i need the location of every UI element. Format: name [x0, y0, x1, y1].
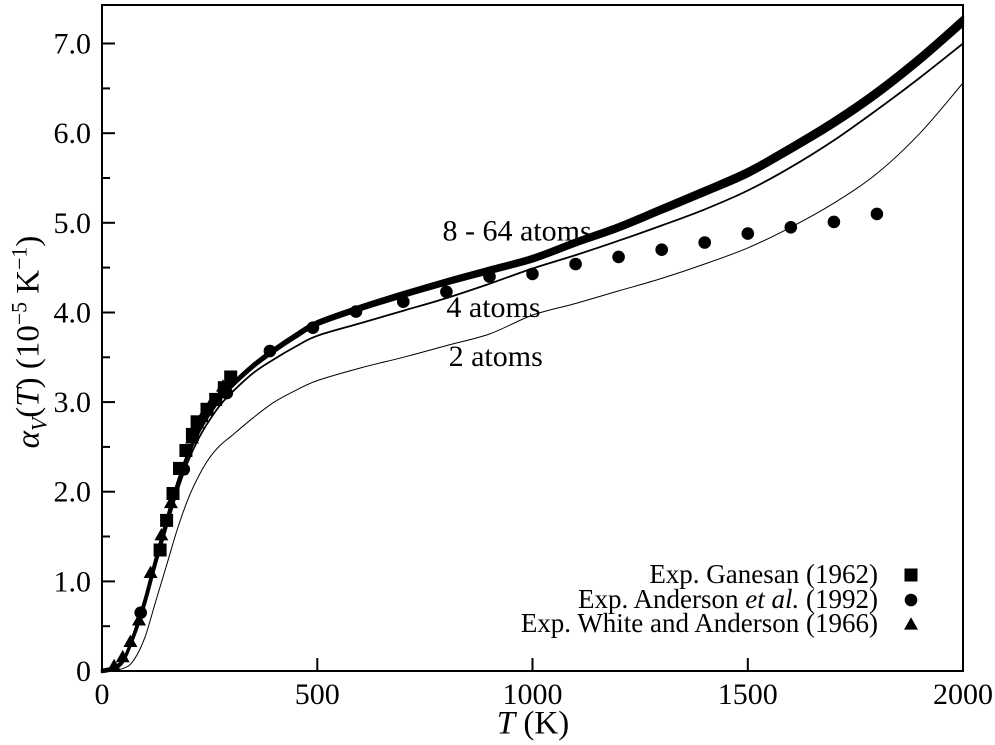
axis-title-segment: ): [10, 235, 47, 247]
y-axis-title: αV(T) (10−5 K−1): [8, 236, 53, 449]
y-tick-label: 7.0: [54, 28, 92, 61]
curve-label: 4 atoms: [446, 291, 540, 324]
legend-label-segment: Exp. Anderson: [578, 584, 745, 614]
legend-label-segment: Exp. White and Anderson (1966): [521, 608, 878, 638]
legend-label-segment: et al.: [745, 584, 799, 614]
legend-label: Exp. Anderson et al. (1992): [578, 584, 878, 614]
axis-title-segment: −1: [7, 246, 32, 270]
triangle-data-marker: [205, 393, 220, 406]
circle-data-marker: [349, 305, 363, 318]
axis-title-segment: V: [27, 417, 52, 431]
x-tick-label: 0: [95, 678, 110, 711]
circle-data-marker: [483, 270, 496, 283]
legend: Exp. Ganesan (1962)Exp. Anderson et al. …: [521, 559, 918, 638]
curve-stroke: [101, 42, 964, 672]
curve-2-atoms: 2 atoms: [101, 82, 964, 672]
points-exp-anderson-et-al-1992-: [134, 207, 884, 619]
y-tick-label: 4.0: [54, 297, 92, 330]
y-tick-label: 3.0: [54, 386, 92, 419]
axis-title-segment: ) (10: [10, 325, 47, 389]
circle-data-marker: [655, 243, 668, 256]
x-tick-label: 1000: [503, 678, 563, 711]
triangle-data-marker: [174, 462, 189, 475]
legend-label: Exp. Ganesan (1962): [649, 559, 878, 589]
axis-title-segment: α: [10, 431, 47, 449]
circle-data-marker: [698, 236, 711, 249]
circle-data-marker: [784, 221, 798, 234]
x-tick-label: 500: [295, 678, 340, 711]
y-tick-label: 2.0: [54, 476, 92, 509]
triangle-data-marker: [143, 565, 158, 578]
axis-title-segment: (K): [515, 705, 570, 742]
circle-data-marker: [306, 321, 320, 335]
circle-data-marker: [397, 295, 410, 309]
x-tick-label: 1500: [718, 678, 778, 711]
legend-label-segment: Exp. Ganesan (1962): [649, 559, 878, 589]
square-data-marker: [179, 444, 193, 457]
axis-title-segment: K: [10, 269, 47, 302]
triangle-data-marker: [185, 431, 199, 444]
square-data-marker: [153, 543, 167, 557]
axis-title-segment: (: [10, 406, 47, 418]
curve-stroke: [101, 82, 964, 672]
circle-data-marker: [870, 207, 884, 221]
triangle-data-marker: [115, 649, 130, 663]
y-tick-label: 1.0: [54, 565, 92, 598]
points-exp-white-and-anderson-1966-: [107, 379, 230, 672]
circle-data-marker: [263, 344, 277, 358]
circle-data-marker: [526, 267, 539, 281]
axis-ticks: 0 500 1000 1500 2000 0 1.0 2.0 3.0 4.0 5.0 6.0 7.0: [54, 28, 994, 712]
circle-data-marker: [440, 285, 453, 299]
square-data-marker: [224, 370, 238, 384]
axis-title-segment: T: [496, 705, 516, 742]
legend-circle-marker: [904, 593, 918, 607]
x-axis-title: T (K): [497, 706, 569, 743]
axis-title-segment: −5: [7, 301, 32, 326]
y-tick-label: 6.0: [54, 117, 92, 150]
triangle-data-marker: [154, 528, 169, 541]
curve-label: 8 - 64 atoms: [443, 215, 592, 248]
circle-data-marker: [741, 227, 755, 240]
triangle-data-marker: [107, 658, 122, 672]
curve-label: 2 atoms: [449, 340, 543, 373]
legend-triangle-marker: [904, 617, 918, 630]
x-tick-label: 2000: [933, 678, 993, 711]
legend-label-segment: (1992): [799, 584, 878, 614]
y-tick-label: 5.0: [54, 207, 92, 240]
triangle-data-marker: [123, 634, 138, 647]
triangle-data-marker: [163, 495, 178, 509]
y-tick-label: 0: [76, 655, 91, 688]
circle-data-marker: [612, 250, 625, 264]
circle-data-marker: [569, 257, 582, 271]
legend-label: Exp. White and Anderson (1966): [521, 608, 878, 638]
triangle-data-marker: [195, 409, 210, 422]
square-data-marker: [166, 487, 180, 500]
square-data-marker: [160, 513, 174, 527]
axis-title-segment: T: [10, 388, 47, 407]
legend-square-marker: [904, 568, 918, 582]
triangle-data-marker: [132, 613, 146, 626]
circle-data-marker: [827, 215, 841, 229]
triangle-data-marker: [216, 379, 230, 392]
